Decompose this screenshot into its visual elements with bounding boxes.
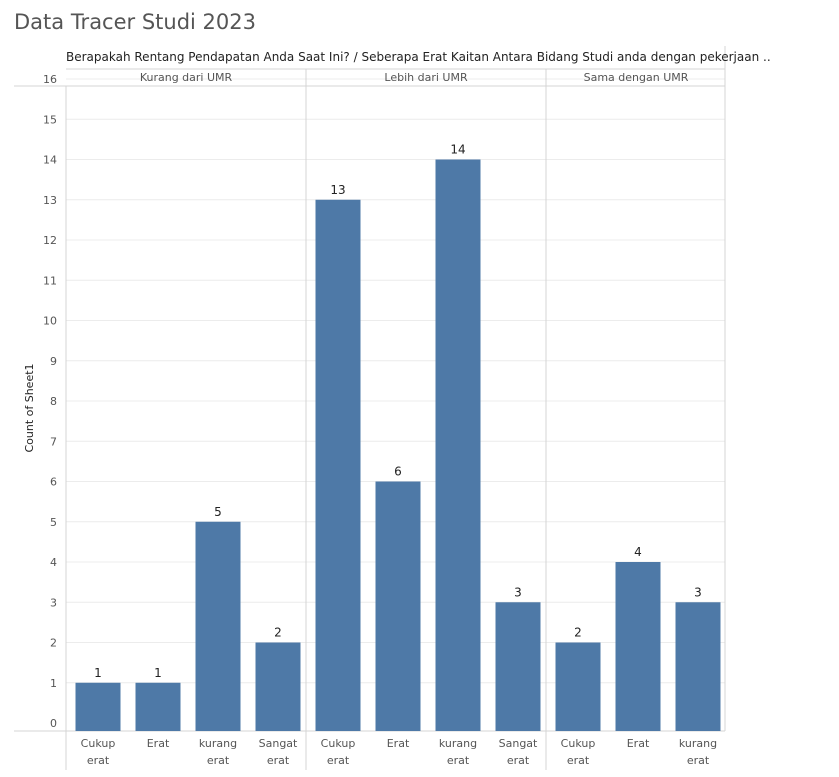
bar xyxy=(375,481,421,731)
chart-bars: 1 1 5 2 13 6 14 3 2 4 3 xyxy=(75,143,721,731)
x-tick-label: Cukup erat xyxy=(561,737,596,767)
data-label: 2 xyxy=(574,626,582,640)
y-tick-label: 14 xyxy=(43,154,57,167)
data-label: 3 xyxy=(694,585,702,599)
x-tick-label: Erat xyxy=(387,737,410,750)
y-tick-label: 4 xyxy=(50,556,57,569)
x-tick-label: Cukup erat xyxy=(81,737,116,767)
y-tick-label: 9 xyxy=(50,355,57,368)
x-tick-label: kurang erat xyxy=(679,737,717,767)
x-axis-ticks: Cukup erat Erat kurang erat Sangat erat Cukup er… xyxy=(81,737,717,767)
data-label: 3 xyxy=(514,585,522,599)
bar xyxy=(495,602,541,731)
y-tick-label: 0 xyxy=(50,717,57,730)
y-tick-label: 11 xyxy=(43,274,57,287)
bar xyxy=(75,682,121,731)
bar xyxy=(135,682,181,731)
y-tick-label: 15 xyxy=(43,113,57,126)
data-label: 14 xyxy=(450,143,465,157)
y-tick-label: 12 xyxy=(43,234,57,247)
panel-header: Kurang dari UMR xyxy=(140,71,233,84)
x-tick-label: Erat xyxy=(627,737,650,750)
chart-panels: Kurang dari UMR Lebih dari UMR Sama dengan… xyxy=(140,71,689,84)
data-label: 1 xyxy=(154,666,162,680)
bar xyxy=(675,602,721,731)
data-label: 5 xyxy=(214,505,222,519)
page-title: Data Tracer Studi 2023 xyxy=(14,10,256,34)
y-tick-label: 7 xyxy=(50,435,57,448)
data-label: 13 xyxy=(330,183,345,197)
data-label: 2 xyxy=(274,626,282,640)
x-tick-label: kurang erat xyxy=(199,737,237,767)
x-tick-label: Erat xyxy=(147,737,170,750)
y-axis-label: Count of Sheet1 xyxy=(23,363,36,452)
chart-frame xyxy=(14,46,726,770)
x-tick-label: Sangat erat xyxy=(499,737,538,767)
bar xyxy=(555,642,601,731)
bar xyxy=(255,642,301,731)
data-label: 6 xyxy=(394,465,402,479)
y-tick-label: 2 xyxy=(50,637,57,650)
data-label: 4 xyxy=(634,545,642,559)
bar xyxy=(615,562,661,731)
data-label: 1 xyxy=(94,666,102,680)
x-tick-label: kurang erat xyxy=(439,737,477,767)
bar xyxy=(195,521,241,731)
y-tick-label: 10 xyxy=(43,315,57,328)
bar xyxy=(315,199,361,731)
bar xyxy=(435,159,481,731)
y-tick-label: 6 xyxy=(50,476,57,489)
panel-header: Sama dengan UMR xyxy=(584,71,689,84)
gridlines xyxy=(66,78,725,684)
y-tick-label: 1 xyxy=(50,677,57,690)
y-tick-label: 3 xyxy=(50,596,57,609)
chart-header: Berapakah Rentang Pendapatan Anda Saat I… xyxy=(66,50,771,64)
x-tick-label: Sangat erat xyxy=(259,737,298,767)
panel-header: Lebih dari UMR xyxy=(384,71,468,84)
y-tick-label: 5 xyxy=(50,516,57,529)
y-tick-label: 8 xyxy=(50,395,57,408)
y-tick-label: 13 xyxy=(43,194,57,207)
x-tick-label: Cukup erat xyxy=(321,737,356,767)
y-tick-label: 16 xyxy=(43,73,57,86)
